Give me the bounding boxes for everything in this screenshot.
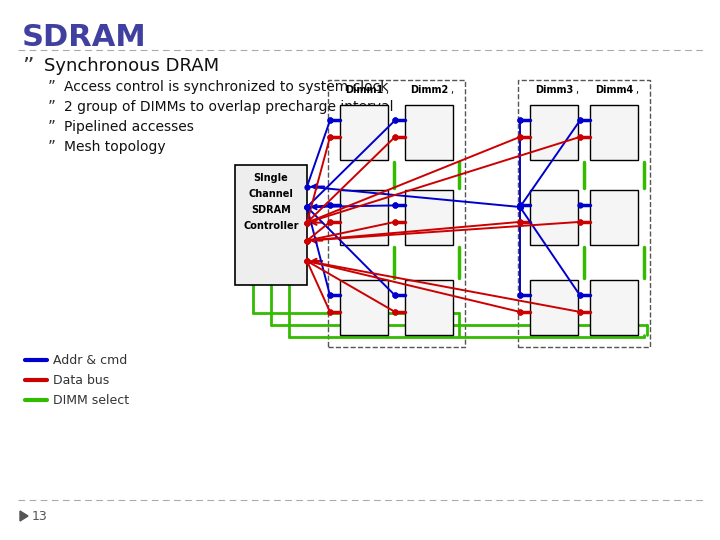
Text: Addr & cmd: Addr & cmd [53, 354, 127, 367]
Bar [530, 280, 578, 335]
Text: SDRAM: SDRAM [251, 205, 291, 215]
Text: Access control is synchronized to system clock: Access control is synchronized to system… [64, 80, 388, 94]
Text: Controller: Controller [243, 221, 299, 231]
Bar [518, 80, 650, 347]
Text: Dimm4: Dimm4 [595, 85, 633, 95]
Text: DIMM select: DIMM select [53, 394, 129, 407]
Text: ”: ” [48, 80, 56, 95]
Bar [530, 105, 578, 160]
Polygon shape [20, 511, 28, 521]
Bar [235, 165, 307, 285]
Text: ”: ” [22, 57, 34, 77]
Text: Mesh topology: Mesh topology [64, 140, 166, 154]
Bar [340, 105, 388, 160]
Bar [405, 190, 453, 245]
Text: Dimm2: Dimm2 [410, 85, 448, 95]
Text: SDRAM: SDRAM [22, 23, 147, 52]
Text: ,: , [575, 85, 579, 95]
Text: ”: ” [48, 140, 56, 155]
Text: Dimm3: Dimm3 [535, 85, 573, 95]
Text: ”: ” [48, 120, 56, 135]
Bar [590, 105, 638, 160]
Text: ”: ” [48, 100, 56, 115]
Text: 13: 13 [32, 510, 48, 523]
Bar [530, 190, 578, 245]
Bar [405, 105, 453, 160]
Bar [328, 80, 465, 347]
Text: ,: , [636, 85, 639, 95]
Text: Pipelined accesses: Pipelined accesses [64, 120, 194, 134]
Bar [405, 280, 453, 335]
Bar [340, 280, 388, 335]
Text: Dimm1: Dimm1 [345, 85, 383, 95]
Text: ,: , [451, 85, 454, 95]
Text: SIngle: SIngle [253, 173, 289, 183]
Bar [590, 280, 638, 335]
Text: Channel: Channel [248, 189, 294, 199]
Text: Synchronous DRAM: Synchronous DRAM [44, 57, 219, 75]
Text: Data bus: Data bus [53, 374, 109, 387]
Bar [340, 190, 388, 245]
Text: 2 group of DIMMs to overlap precharge interval: 2 group of DIMMs to overlap precharge in… [64, 100, 394, 114]
Text: ,: , [386, 85, 389, 95]
Bar [590, 190, 638, 245]
